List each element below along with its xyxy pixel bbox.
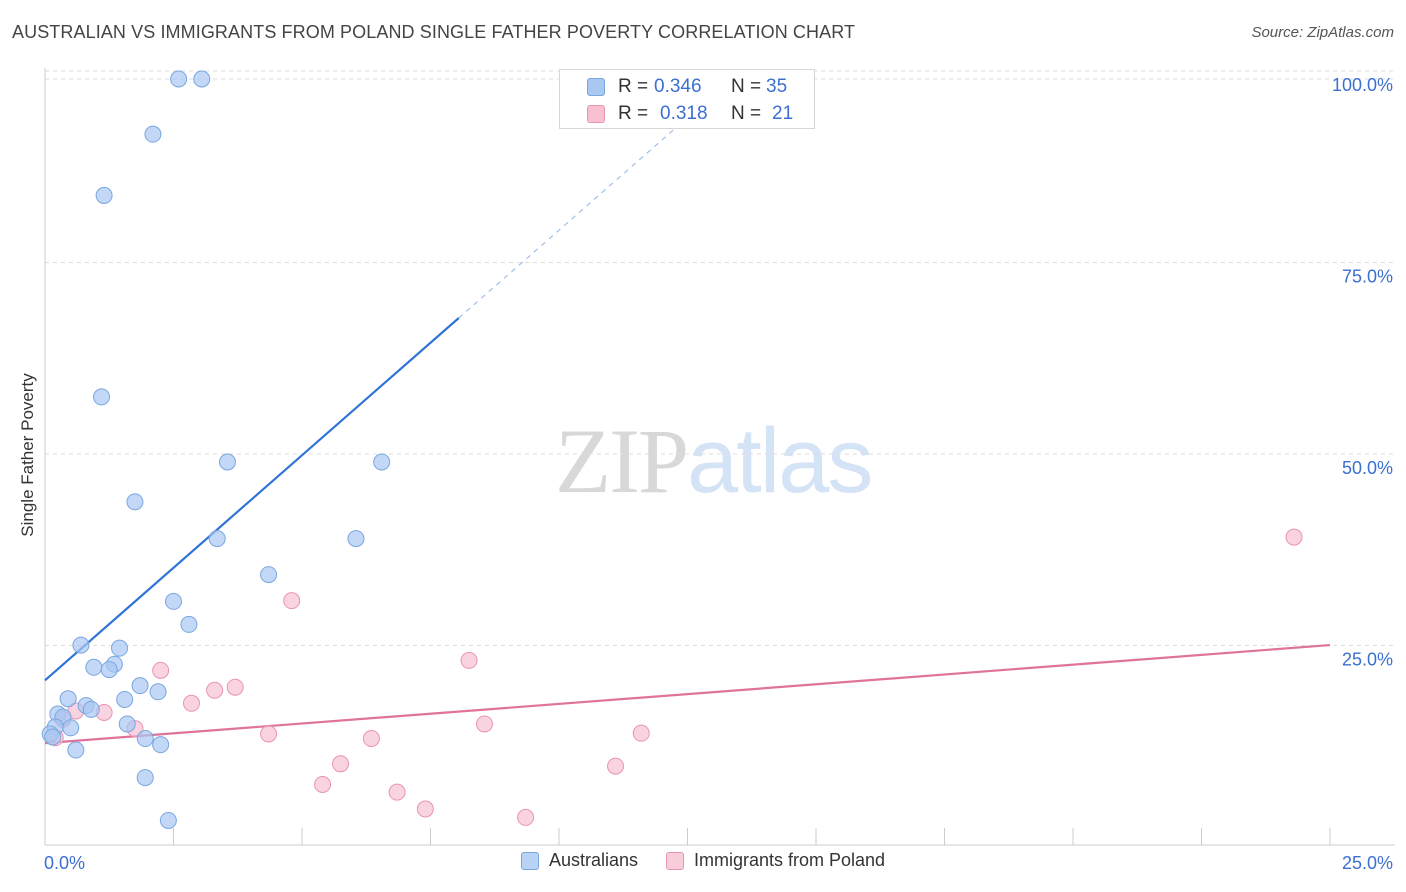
point-australians — [144, 125, 162, 143]
point-australians — [136, 730, 154, 748]
point-poland — [362, 730, 380, 748]
point-australians — [373, 453, 391, 471]
point-australians — [208, 530, 226, 548]
point-poland — [226, 678, 244, 696]
point-australians — [85, 658, 103, 676]
point-poland — [182, 694, 200, 712]
y-tick-label: 100.0% — [1332, 75, 1393, 95]
point-poland — [206, 681, 224, 699]
point-poland — [314, 775, 332, 793]
source-label: Source: ZipAtlas.com — [1251, 24, 1394, 41]
point-australians — [118, 715, 136, 733]
point-australians — [116, 690, 134, 708]
watermark: ZIPatlas — [555, 408, 873, 514]
r-value: 0.346 — [654, 76, 702, 97]
n-value: 21 — [772, 103, 794, 124]
y-tick-label: 75.0% — [1342, 267, 1393, 287]
point-poland — [607, 757, 625, 775]
point-poland — [416, 800, 434, 818]
legend-label: Immigrants from Poland — [693, 850, 886, 870]
n-value: 35 — [766, 76, 788, 97]
point-poland — [475, 715, 493, 733]
point-australians — [347, 530, 365, 548]
trend-line-australians — [44, 317, 460, 682]
point-australians — [93, 388, 111, 406]
point-poland — [332, 755, 350, 773]
point-poland — [283, 592, 301, 610]
tick-labels: 25.0% 50.0% 75.0% 100.0% 0.0% 25.0% — [44, 75, 1393, 873]
n-label: N = — [731, 103, 762, 124]
y-tick-label: 50.0% — [1342, 458, 1393, 478]
point-australians — [152, 736, 170, 754]
y-tick-label: 25.0% — [1342, 650, 1393, 670]
legend: Australians Immigrants from Poland — [0, 850, 1406, 871]
legend-label: Australians — [548, 850, 638, 870]
point-australians — [260, 566, 278, 584]
watermark-zip: ZIP — [555, 410, 689, 512]
point-australians — [136, 769, 154, 787]
gridlines — [45, 70, 1395, 646]
point-australians — [180, 615, 198, 633]
n-label: N = — [731, 76, 762, 97]
watermark-atlas: atlas — [687, 410, 873, 512]
point-australians — [100, 661, 118, 679]
data-points — [41, 70, 1303, 829]
point-poland — [517, 808, 535, 826]
point-poland — [260, 725, 278, 743]
axes — [44, 68, 1395, 846]
point-poland — [388, 783, 406, 801]
legend-swatch-poland — [665, 851, 684, 870]
point-poland — [1285, 528, 1303, 546]
point-australians — [170, 70, 188, 88]
point-australians — [193, 70, 211, 88]
point-australians — [111, 639, 129, 657]
chart-title: AUSTRALIAN VS IMMIGRANTS FROM POLAND SIN… — [12, 22, 856, 42]
point-australians — [165, 592, 182, 610]
point-poland — [460, 651, 478, 669]
r-label: R = — [618, 103, 649, 124]
trend-line-poland — [44, 643, 1331, 745]
point-australians — [149, 683, 167, 701]
x-tick-label: 0.0% — [44, 853, 85, 873]
stats-swatch-australians — [587, 78, 605, 96]
legend-item-poland[interactable]: Immigrants from Poland — [665, 850, 886, 871]
point-australians — [44, 728, 62, 746]
stats-swatch-poland — [587, 105, 605, 123]
trend-lines — [44, 94, 1331, 745]
correlation-stats-box: R = 0.346 N = 35 R = 0.318 N = 21 — [559, 69, 815, 129]
point-australians — [67, 741, 85, 759]
point-australians — [95, 186, 113, 204]
trend-line-australians-extension — [458, 94, 714, 319]
x-tick-label: 25.0% — [1342, 853, 1393, 873]
legend-item-australians[interactable]: Australians — [520, 850, 638, 871]
r-value: 0.318 — [660, 103, 708, 124]
point-australians — [131, 677, 149, 695]
point-australians — [59, 690, 77, 708]
legend-swatch-australians — [520, 851, 539, 870]
point-australians — [72, 636, 90, 654]
point-australians — [126, 493, 144, 511]
point-australians — [82, 700, 100, 718]
point-australians — [159, 811, 177, 829]
r-label: R = — [618, 76, 649, 97]
point-australians — [62, 719, 80, 737]
point-australians — [218, 453, 236, 471]
point-poland — [152, 661, 170, 679]
point-poland — [632, 724, 650, 742]
